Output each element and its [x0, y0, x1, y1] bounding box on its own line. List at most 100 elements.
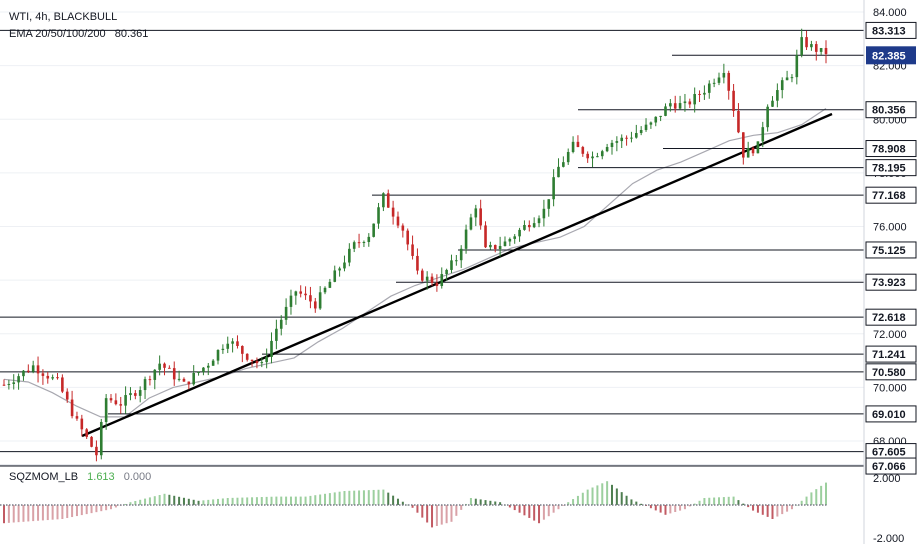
momentum-bar: [547, 505, 550, 517]
momentum-bar: [717, 497, 720, 505]
candle-body: [313, 301, 317, 309]
level-label: 71.241: [872, 349, 906, 361]
candle-body: [547, 199, 551, 209]
momentum-bar: [708, 497, 711, 505]
momentum-bar: [474, 498, 477, 505]
candle-body: [309, 295, 312, 302]
momentum-bar: [606, 481, 609, 505]
momentum-bar: [124, 503, 127, 505]
momentum-bar: [37, 505, 40, 521]
ema-value: 80.361: [114, 28, 149, 40]
candle-body: [260, 362, 264, 364]
candle-body: [192, 373, 195, 385]
candle-body: [479, 208, 482, 226]
candle-body: [732, 90, 735, 111]
momentum-bar: [353, 490, 356, 505]
candle-body: [722, 72, 726, 78]
momentum-bar: [494, 501, 497, 505]
momentum-bar: [460, 505, 463, 510]
candle-body: [153, 369, 157, 380]
ema-line: [3, 108, 827, 418]
candle-body: [172, 368, 176, 380]
candle-body: [289, 295, 293, 307]
momentum-bar: [825, 482, 827, 505]
momentum-bar: [528, 505, 531, 518]
level-label-box: [865, 186, 917, 204]
momentum-bar: [649, 505, 652, 509]
oscillator-name: SQZMOM_LB: [9, 471, 79, 483]
candle-body: [780, 80, 784, 91]
momentum-bar: [781, 505, 784, 515]
candle-body: [168, 367, 171, 369]
momentum-bar: [533, 505, 536, 521]
momentum-bar: [820, 485, 823, 505]
momentum-bar: [756, 505, 759, 513]
level-label: 67.605: [872, 447, 906, 459]
momentum-bar: [75, 505, 78, 517]
candle-body: [348, 248, 351, 263]
candle-body: [245, 353, 249, 360]
candle-body: [717, 77, 721, 83]
candle-body: [328, 281, 332, 288]
momentum-bar: [421, 505, 424, 518]
momentum-bar: [22, 505, 25, 522]
candle-body: [673, 103, 677, 109]
candle-body: [7, 383, 11, 385]
momentum-bar: [192, 499, 195, 505]
candle-body: [36, 365, 40, 374]
momentum-bar: [698, 500, 701, 505]
momentum-bar: [455, 505, 458, 516]
momentum-bar: [669, 505, 672, 514]
momentum-bar: [163, 493, 166, 505]
oscillator-tick-label: -2.000: [873, 533, 904, 544]
level-label: 73.923: [872, 277, 906, 289]
momentum-bar: [95, 505, 98, 513]
candle-body: [620, 137, 624, 142]
level-label: 78.195: [872, 163, 906, 175]
level-label: 69.010: [872, 409, 906, 421]
momentum-bar: [294, 496, 297, 505]
momentum-bar: [610, 484, 613, 505]
momentum-bar: [576, 495, 579, 505]
candle-body: [352, 242, 356, 249]
candle-body: [323, 287, 327, 293]
momentum-bar: [324, 493, 327, 505]
momentum-bar: [703, 498, 706, 505]
level-label-box: [865, 273, 917, 291]
candle-body: [318, 292, 322, 309]
momentum-bar: [100, 505, 103, 512]
candle-body: [576, 141, 580, 148]
candle-body: [824, 47, 828, 54]
momentum-bar: [80, 505, 83, 516]
candle-body: [22, 370, 25, 377]
candle-body: [124, 395, 127, 406]
candle-body: [411, 244, 414, 256]
momentum-bar: [241, 497, 244, 505]
momentum-bar: [110, 505, 113, 510]
momentum-bar: [440, 505, 443, 525]
momentum-bar: [664, 505, 667, 515]
momentum-bar: [377, 489, 380, 505]
candle-body: [776, 90, 779, 101]
momentum-bar: [572, 499, 575, 505]
current-price-label: 82.385: [872, 50, 906, 62]
candle-body: [742, 132, 745, 158]
candle-body: [659, 115, 662, 117]
candle-body: [707, 83, 711, 93]
momentum-bar: [387, 492, 390, 505]
candle-body: [566, 151, 570, 163]
candle-body: [343, 262, 346, 269]
candle-body: [493, 244, 497, 250]
momentum-bar: [319, 494, 322, 505]
candle-body: [635, 133, 638, 138]
momentum-bar: [187, 498, 190, 505]
momentum-bar: [114, 505, 117, 508]
candle-body: [523, 224, 526, 230]
momentum-bar: [815, 489, 818, 505]
momentum-bar: [518, 505, 521, 513]
y-tick-label: 76.000: [873, 222, 907, 234]
momentum-bar: [810, 492, 813, 505]
candle-body: [498, 246, 502, 250]
momentum-bar: [134, 501, 137, 505]
